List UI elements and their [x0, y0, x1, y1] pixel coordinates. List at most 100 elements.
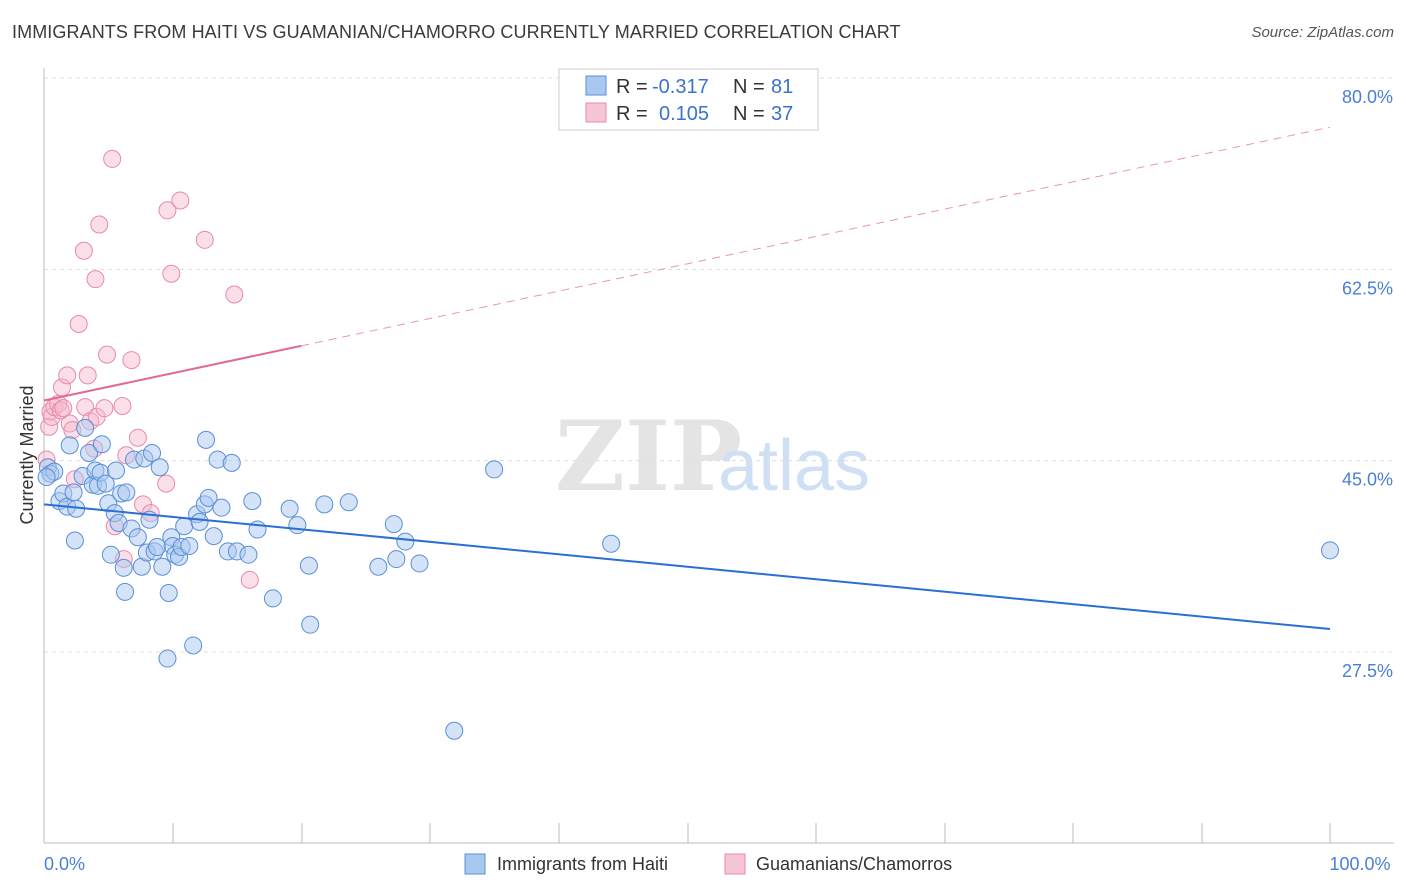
guamanian-point-34 [158, 201, 177, 220]
legend-r-label-2: R = [616, 103, 648, 125]
haiti-point-74 [396, 532, 415, 551]
bottom-legend-haiti: Immigrants from Haiti [497, 854, 668, 874]
guamanian-point-38 [225, 285, 244, 304]
haiti-point-80 [37, 468, 56, 487]
guamanian-point-19 [86, 270, 105, 289]
haiti-point-75 [410, 554, 429, 573]
legend-n-value-1: 81 [771, 76, 793, 98]
haiti-point-20 [101, 545, 120, 564]
haiti-point-64 [263, 589, 282, 608]
watermark-zip: ZIP [555, 400, 742, 513]
guamanian-point-24 [103, 149, 122, 168]
haiti-point-69 [315, 495, 334, 514]
x-tick-label-1: 100.0% [1329, 854, 1390, 874]
bottom-legend-blue-swatch [464, 853, 486, 875]
y-tick-label-0: 27.5% [1342, 661, 1393, 681]
legend-n-label-2: N = [733, 103, 765, 125]
legend-r-label-1: R = [616, 76, 648, 98]
guamanian-point-35 [162, 264, 181, 283]
haiti-point-18 [96, 474, 115, 493]
bottom-legend-pink-swatch [724, 853, 746, 875]
haiti-point-66 [288, 516, 307, 535]
haiti-point-35 [143, 444, 162, 463]
guamanian-point-30 [128, 428, 147, 447]
haiti-point-9 [65, 531, 84, 550]
y-tick-label-3: 80.0% [1342, 87, 1393, 107]
series-haiti-points [37, 418, 1339, 740]
haiti-point-11 [76, 418, 95, 437]
haiti-point-27 [117, 483, 136, 502]
haiti-point-6 [60, 436, 79, 455]
chart-title: IMMIGRANTS FROM HAITI VS GUAMANIAN/CHAMO… [12, 22, 901, 42]
guamanian-point-14 [74, 241, 93, 260]
y-tick-label-2: 62.5% [1342, 278, 1393, 298]
guamanian-point-29 [122, 351, 141, 370]
haiti-point-41 [159, 583, 178, 602]
legend-blue-swatch [585, 75, 607, 96]
haiti-point-76 [445, 721, 464, 740]
guamanian-trend-line [43, 344, 302, 402]
guamanian-point-36 [171, 191, 190, 210]
chart-source: Source: ZipAtlas.com [1251, 24, 1394, 41]
y-tick-label-1: 45.0% [1342, 470, 1393, 490]
y-axis-label: Currently Married [17, 385, 37, 524]
x-tick-marks [43, 823, 1331, 843]
haiti-point-47 [175, 517, 194, 536]
haiti-point-72 [384, 515, 403, 534]
haiti-point-22 [107, 461, 126, 480]
haiti-point-38 [150, 458, 169, 477]
haiti-point-30 [128, 528, 147, 547]
bottom-legend: Immigrants from Haiti Guamanians/Chamorr… [464, 853, 952, 875]
haiti-point-48 [180, 536, 199, 555]
guamanian-trend-extension [301, 126, 1331, 347]
haiti-point-55 [204, 527, 223, 546]
legend-pink-swatch [585, 102, 607, 123]
haiti-point-37 [148, 538, 167, 557]
legend-n-label-1: N = [733, 76, 765, 98]
haiti-point-25 [114, 558, 133, 577]
trend-lines [43, 126, 1331, 631]
x-tick-label-0: 0.0% [44, 854, 85, 874]
haiti-point-65 [280, 499, 299, 518]
legend-r-value-1: -0.317 [652, 76, 709, 98]
watermark-atlas: atlas [718, 426, 870, 506]
haiti-point-7 [64, 483, 83, 502]
guamanian-point-37 [195, 230, 214, 249]
haiti-point-70 [339, 493, 358, 512]
haiti-point-71 [369, 557, 388, 576]
guamanian-point-15 [76, 398, 95, 417]
haiti-trend-line [43, 503, 1331, 631]
y-tick-labels: 27.5% 45.0% 62.5% 80.0% [1342, 87, 1393, 681]
haiti-point-78 [602, 534, 621, 553]
haiti-point-68 [301, 615, 320, 634]
haiti-point-26 [116, 582, 135, 601]
haiti-point-40 [158, 649, 177, 668]
haiti-point-79 [1321, 541, 1339, 560]
legend-n-value-2: 37 [771, 103, 793, 125]
watermark: ZIP atlas [555, 400, 870, 513]
haiti-point-53 [197, 430, 216, 449]
guamanian-point-21 [90, 215, 109, 234]
guamanian-point-13 [69, 315, 88, 333]
haiti-point-17 [92, 435, 111, 454]
haiti-point-12 [80, 444, 99, 463]
guamanian-point-8 [54, 399, 73, 418]
haiti-point-51 [190, 512, 209, 531]
bottom-legend-guamanian: Guamanians/Chamorros [756, 854, 952, 874]
haiti-point-59 [222, 453, 241, 472]
grid-lines [44, 77, 1394, 653]
guamanian-point-6 [51, 401, 70, 420]
guamanian-point-22 [95, 399, 114, 418]
haiti-point-49 [184, 636, 203, 655]
guamanian-point-33 [157, 474, 176, 493]
haiti-point-73 [387, 550, 406, 569]
haiti-point-67 [299, 556, 318, 575]
haiti-point-57 [212, 498, 231, 517]
guamanian-point-16 [78, 366, 97, 385]
guamanian-point-26 [113, 397, 132, 415]
guamanian-point-9 [58, 366, 77, 385]
haiti-point-62 [243, 492, 262, 511]
guamanian-point-23 [98, 345, 117, 364]
legend-r-value-2: 0.105 [659, 103, 709, 125]
